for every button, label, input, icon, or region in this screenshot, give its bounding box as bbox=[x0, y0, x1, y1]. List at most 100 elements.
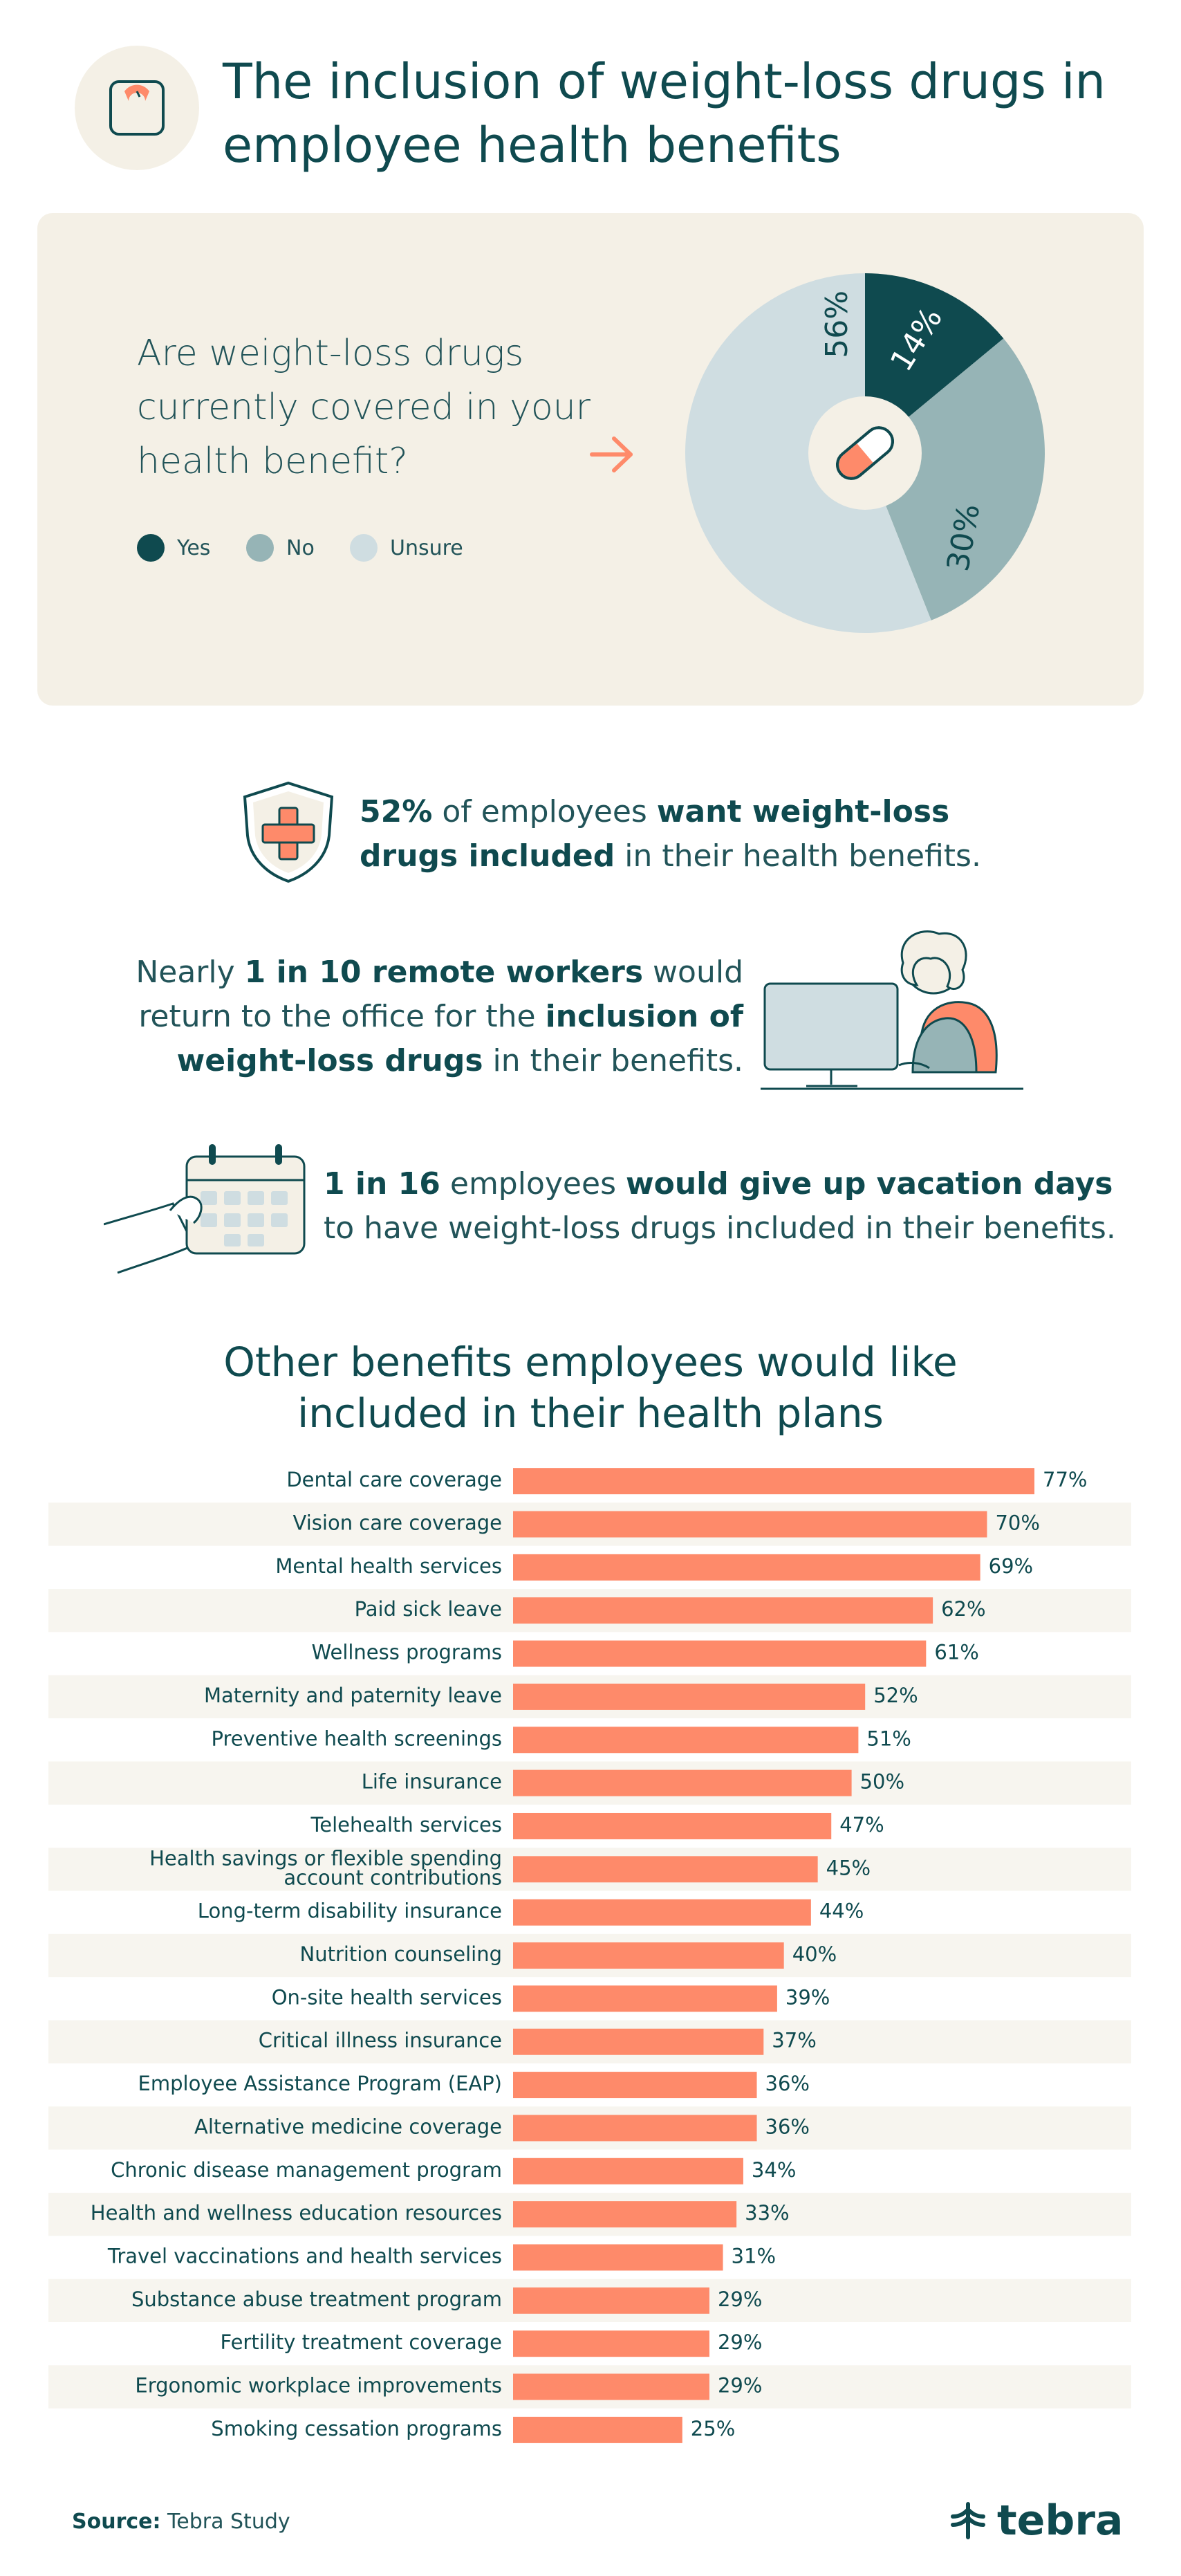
bar-value-label: 61% bbox=[934, 1641, 978, 1664]
pie-slice-unsure bbox=[685, 273, 931, 633]
pie-slice-yes bbox=[865, 273, 1004, 453]
bar-category-label: Paid sick leave bbox=[355, 1597, 502, 1621]
source-note: Source: Tebra Study bbox=[72, 2510, 290, 2534]
bar bbox=[513, 2416, 682, 2443]
stat-want-weight-loss-drugs: 52% of employees want weight-loss drugs … bbox=[360, 790, 982, 878]
scale-icon bbox=[75, 46, 199, 170]
bar-value-label: 40% bbox=[792, 1942, 837, 1966]
bar-category-label: Employee Assistance Program (EAP) bbox=[138, 2072, 502, 2095]
stat3-text-end: to have weight-loss drugs included in th… bbox=[324, 1211, 1116, 1246]
bar-value-label: 70% bbox=[995, 1511, 1039, 1535]
bar-category-label: Health and wellness education resources bbox=[91, 2201, 502, 2225]
bar bbox=[513, 1856, 818, 1883]
stat3-highlight-ratio: 1 in 16 bbox=[324, 1166, 440, 1202]
stat2-highlight-workers: 1 in 10 remote workers bbox=[244, 955, 644, 990]
stat3-text: employees bbox=[440, 1166, 626, 1202]
bar-category-label: Long-term disability insurance bbox=[198, 1899, 502, 1923]
legend-label-no: No bbox=[286, 535, 315, 560]
bar bbox=[513, 2072, 757, 2099]
bar-category-label: Chronic disease management program bbox=[111, 2158, 502, 2182]
bar-value-label: 45% bbox=[826, 1856, 871, 1879]
bar bbox=[513, 1683, 866, 1710]
legend-label-unsure: Unsure bbox=[390, 535, 463, 560]
stat-remote-workers: Nearly 1 in 10 remote workers would retu… bbox=[83, 950, 743, 1083]
bar-category-label: Critical illness insurance bbox=[259, 2029, 502, 2052]
remote-worker-illustration bbox=[761, 927, 1023, 1100]
tebra-wordmark: tebra bbox=[997, 2496, 1124, 2545]
bar-value-label: 62% bbox=[941, 1597, 985, 1621]
bar-value-label: 29% bbox=[718, 2288, 762, 2311]
bar-value-label: 77% bbox=[1043, 1468, 1087, 1491]
bar bbox=[513, 2028, 764, 2055]
bar-category-label: Wellness programs bbox=[312, 1641, 503, 1664]
bar-category-label: Dental care coverage bbox=[286, 1468, 502, 1491]
bar-chart-title: Other benefits employees would like incl… bbox=[223, 1338, 958, 1437]
bar-value-label: 36% bbox=[765, 2115, 810, 2138]
pie-slice-no bbox=[865, 338, 1045, 620]
legend-item-yes: Yes bbox=[137, 533, 210, 563]
bar-category-label: Ergonomic workplace improvements bbox=[135, 2374, 502, 2398]
bar-value-label: 51% bbox=[866, 1727, 911, 1750]
source-value: Tebra Study bbox=[160, 2510, 290, 2534]
bar-value-label: 34% bbox=[752, 2158, 796, 2182]
bar bbox=[513, 1942, 784, 1969]
arrow-right-icon bbox=[588, 430, 636, 479]
pill-icon bbox=[836, 426, 894, 480]
bar bbox=[513, 1985, 777, 2012]
legend-swatch-unsure bbox=[350, 534, 378, 562]
bar-value-label: 37% bbox=[772, 2029, 816, 2052]
bar bbox=[513, 1812, 832, 1839]
bar bbox=[513, 1511, 987, 1538]
stat1-highlight-percent: 52% bbox=[360, 794, 433, 829]
bar-category-label: Maternity and paternity leave bbox=[204, 1684, 502, 1707]
stat-vacation-days: 1 in 16 employees would give up vacation… bbox=[324, 1162, 1126, 1251]
pie-label-unsure: 56% bbox=[819, 291, 855, 358]
stat1-text-end: in their health benefits. bbox=[615, 838, 981, 874]
stat1-text: of employees bbox=[432, 794, 657, 829]
bar bbox=[513, 2287, 709, 2314]
bar-category-label: On-site health services bbox=[272, 1985, 502, 2009]
bar-value-label: 31% bbox=[732, 2244, 776, 2267]
bar bbox=[513, 1769, 852, 1796]
coverage-pie-chart: 14%30%56% bbox=[685, 273, 1045, 633]
stat2-text-end: in their benefits. bbox=[483, 1043, 743, 1078]
bar-value-label: 44% bbox=[819, 1899, 864, 1923]
survey-question: Are weight-loss drugs currently covered … bbox=[137, 333, 591, 482]
bar bbox=[513, 2201, 737, 2228]
bar bbox=[513, 2158, 743, 2184]
legend-swatch-yes bbox=[137, 534, 165, 562]
bar-value-label: 69% bbox=[989, 1554, 1033, 1578]
legend-item-unsure: Unsure bbox=[350, 533, 463, 563]
bar bbox=[513, 1597, 933, 1624]
bar bbox=[513, 1899, 811, 1926]
bar-value-label: 29% bbox=[718, 2374, 762, 2398]
bar-value-label: 47% bbox=[839, 1813, 884, 1837]
stat3-highlight-vacation: would give up vacation days bbox=[625, 1166, 1113, 1202]
legend-label-yes: Yes bbox=[177, 535, 211, 560]
bar-category-label: Health savings or flexible spending accou… bbox=[149, 1846, 502, 1889]
bar bbox=[513, 2330, 709, 2357]
bar-category-label: Alternative medicine coverage bbox=[194, 2115, 502, 2138]
bar bbox=[513, 1727, 859, 1754]
tebra-logo-icon bbox=[951, 2502, 985, 2539]
benefits-bar-chart: Dental care coverage 77% Vision care cover… bbox=[48, 1468, 1131, 2443]
bar-value-label: 50% bbox=[860, 1770, 904, 1794]
bar-category-label: Preventive health screenings bbox=[211, 1727, 502, 1750]
bar-value-label: 52% bbox=[873, 1684, 918, 1707]
legend-swatch-no bbox=[246, 534, 274, 562]
bar bbox=[513, 1468, 1034, 1495]
bar-category-label: Vision care coverage bbox=[293, 1511, 502, 1535]
bar-value-label: 36% bbox=[765, 2072, 810, 2095]
bar bbox=[513, 1640, 927, 1667]
stat2-text: Nearly bbox=[136, 955, 245, 990]
bar-value-label: 33% bbox=[745, 2201, 789, 2225]
bar-value-label: 29% bbox=[718, 2330, 762, 2354]
legend-item-no: No bbox=[246, 533, 315, 563]
bar bbox=[513, 1554, 980, 1581]
bar-category-label: Smoking cessation programs bbox=[211, 2417, 502, 2440]
bar-category-label: Mental health services bbox=[275, 1554, 502, 1578]
shield-cross-icon bbox=[234, 778, 343, 887]
bar-category-label: Fertility treatment coverage bbox=[221, 2330, 503, 2354]
bar-category-label: Nutrition counseling bbox=[300, 1942, 503, 1966]
tebra-logo: tebra bbox=[949, 2496, 1124, 2545]
